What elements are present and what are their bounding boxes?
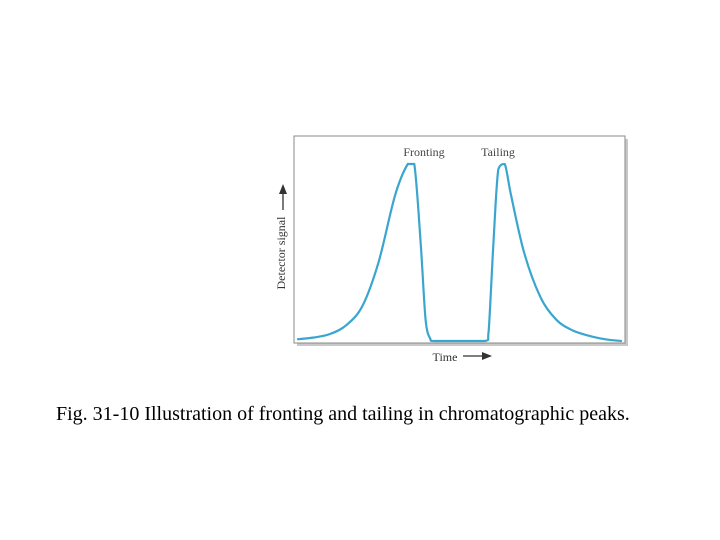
- x-axis-arrow-icon: [463, 352, 492, 360]
- plot-panel: [293, 135, 626, 344]
- figure-caption: Fig. 31-10 Illustration of fronting and …: [56, 403, 630, 425]
- y-axis-arrow-icon: [279, 184, 287, 210]
- x-axis-label: Time: [433, 350, 458, 364]
- annotation-fronting: Fronting: [403, 145, 444, 159]
- y-axis-label: Detector signal: [274, 216, 288, 290]
- annotation-tailing: Tailing: [481, 145, 515, 159]
- detector-signal-line: [296, 162, 623, 343]
